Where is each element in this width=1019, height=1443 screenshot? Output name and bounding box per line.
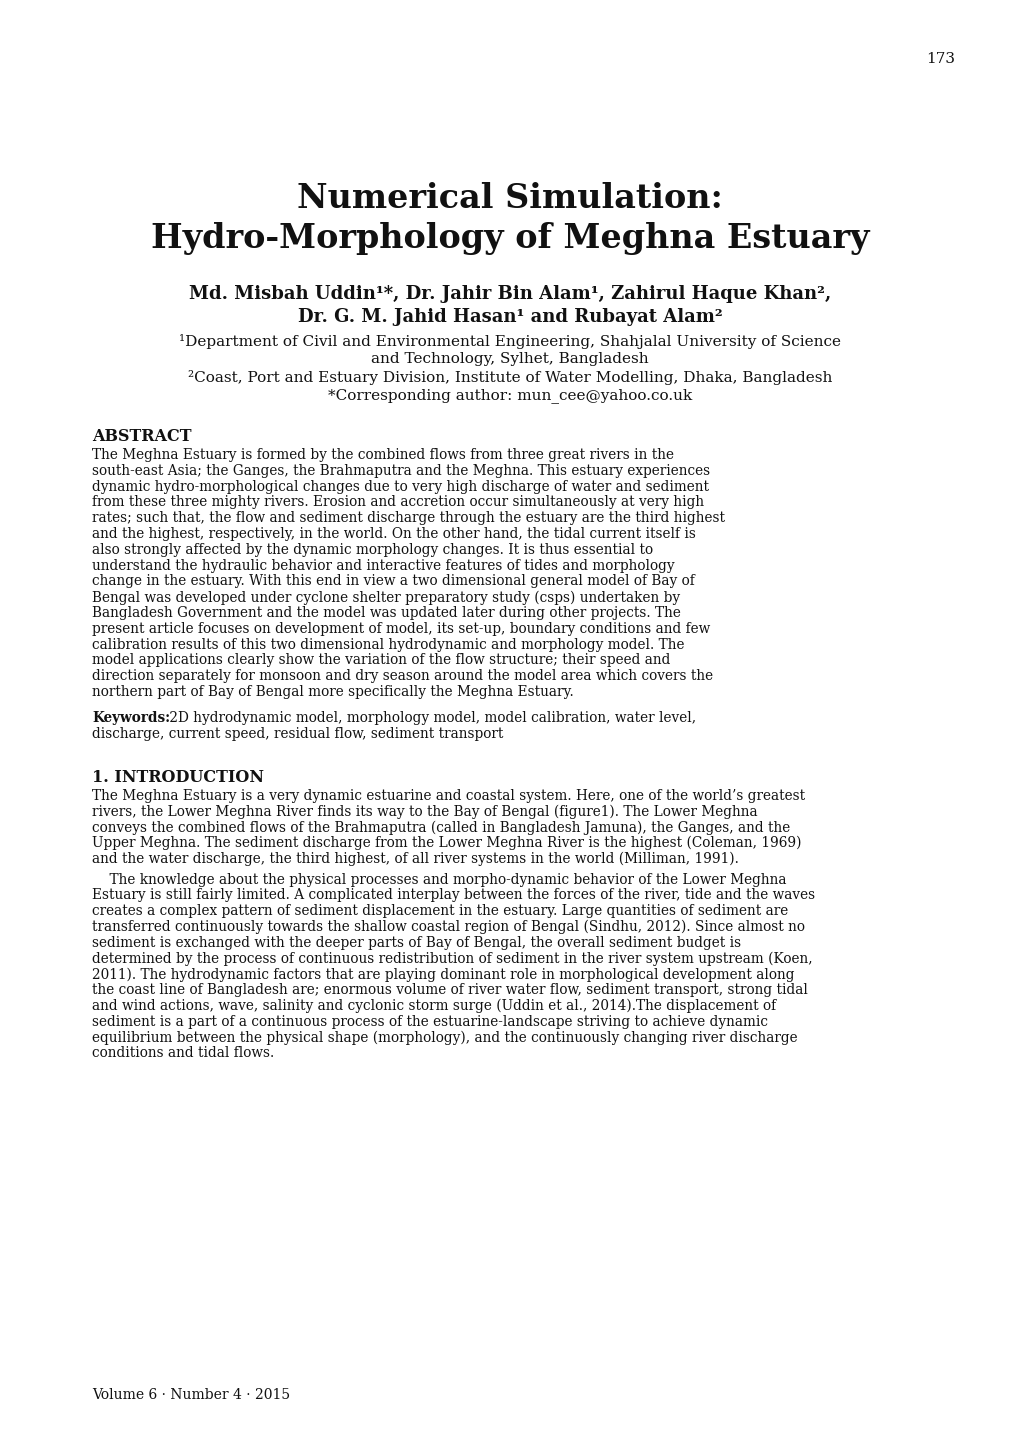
Text: The knowledge about the physical processes and morpho-dynamic behavior of the Lo: The knowledge about the physical process… — [92, 873, 786, 886]
Text: ABSTRACT: ABSTRACT — [92, 429, 192, 444]
Text: 2D hydrodynamic model, morphology model, model calibration, water level,: 2D hydrodynamic model, morphology model,… — [165, 711, 695, 724]
Text: transferred continuously towards the shallow coastal region of Bengal (Sindhu, 2: transferred continuously towards the sha… — [92, 921, 804, 935]
Text: Estuary is still fairly limited. A complicated interplay between the forces of t: Estuary is still fairly limited. A compl… — [92, 889, 814, 902]
Text: 2011). The hydrodynamic factors that are playing dominant role in morphological : 2011). The hydrodynamic factors that are… — [92, 967, 794, 981]
Text: discharge, current speed, residual flow, sediment transport: discharge, current speed, residual flow,… — [92, 727, 503, 740]
Text: rivers, the Lower Meghna River finds its way to the Bay of Bengal (figure1). The: rivers, the Lower Meghna River finds its… — [92, 804, 757, 818]
Text: Keywords:: Keywords: — [92, 711, 170, 724]
Text: 1. INTRODUCTION: 1. INTRODUCTION — [92, 769, 264, 785]
Text: dynamic hydro-morphological changes due to very high discharge of water and sedi: dynamic hydro-morphological changes due … — [92, 479, 708, 494]
Text: The Meghna Estuary is formed by the combined flows from three great rivers in th: The Meghna Estuary is formed by the comb… — [92, 447, 674, 462]
Text: and the highest, respectively, in the world. On the other hand, the tidal curren: and the highest, respectively, in the wo… — [92, 527, 695, 541]
Text: and wind actions, wave, salinity and cyclonic storm surge (Uddin et al., 2014).T: and wind actions, wave, salinity and cyc… — [92, 999, 775, 1013]
Text: and the water discharge, the third highest, of all river systems in the world (M: and the water discharge, the third highe… — [92, 851, 738, 866]
Text: and Technology, Sylhet, Bangladesh: and Technology, Sylhet, Bangladesh — [371, 352, 648, 367]
Text: equilibrium between the physical shape (morphology), and the continuously changi: equilibrium between the physical shape (… — [92, 1030, 797, 1045]
Text: Upper Meghna. The sediment discharge from the Lower Meghna River is the highest : Upper Meghna. The sediment discharge fro… — [92, 835, 801, 850]
Text: Numerical Simulation:: Numerical Simulation: — [297, 182, 722, 215]
Text: present article focuses on development of model, its set-up, boundary conditions: present article focuses on development o… — [92, 622, 709, 636]
Text: Md. Misbah Uddin¹*, Dr. Jahir Bin Alam¹, Zahirul Haque Khan²,: Md. Misbah Uddin¹*, Dr. Jahir Bin Alam¹,… — [189, 286, 830, 303]
Text: south-east Asia; the Ganges, the Brahmaputra and the Meghna. This estuary experi: south-east Asia; the Ganges, the Brahmap… — [92, 463, 709, 478]
Text: creates a complex pattern of sediment displacement in the estuary. Large quantit: creates a complex pattern of sediment di… — [92, 905, 788, 918]
Text: calibration results of this two dimensional hydrodynamic and morphology model. T: calibration results of this two dimensio… — [92, 638, 684, 652]
Text: sediment is a part of a continuous process of the estuarine-landscape striving t: sediment is a part of a continuous proce… — [92, 1014, 767, 1029]
Text: Bangladesh Government and the model was updated later during other projects. The: Bangladesh Government and the model was … — [92, 606, 681, 620]
Text: conveys the combined flows of the Brahmaputra (called in Bangladesh Jamuna), the: conveys the combined flows of the Brahma… — [92, 820, 790, 834]
Text: Volume 6 · Number 4 · 2015: Volume 6 · Number 4 · 2015 — [92, 1388, 289, 1403]
Text: 173: 173 — [925, 52, 954, 66]
Text: determined by the process of continuous redistribution of sediment in the river : determined by the process of continuous … — [92, 951, 812, 965]
Text: understand the hydraulic behavior and interactive features of tides and morpholo: understand the hydraulic behavior and in… — [92, 558, 674, 573]
Text: northern part of Bay of Bengal more specifically the Meghna Estuary.: northern part of Bay of Bengal more spec… — [92, 685, 574, 698]
Text: sediment is exchanged with the deeper parts of Bay of Bengal, the overall sedime: sediment is exchanged with the deeper pa… — [92, 937, 741, 949]
Text: direction separately for monsoon and dry season around the model area which cove: direction separately for monsoon and dry… — [92, 670, 712, 683]
Text: The Meghna Estuary is a very dynamic estuarine and coastal system. Here, one of : The Meghna Estuary is a very dynamic est… — [92, 789, 804, 802]
Text: ¹Department of Civil and Environmental Engineering, Shahjalal University of Scie: ¹Department of Civil and Environmental E… — [178, 333, 841, 349]
Text: change in the estuary. With this end in view a two dimensional general model of : change in the estuary. With this end in … — [92, 574, 694, 589]
Text: Bengal was developed under cyclone shelter preparatory study (csps) undertaken b: Bengal was developed under cyclone shelt… — [92, 590, 680, 605]
Text: the coast line of Bangladesh are; enormous volume of river water flow, sediment : the coast line of Bangladesh are; enormo… — [92, 983, 807, 997]
Text: Hydro-Morphology of Meghna Estuary: Hydro-Morphology of Meghna Estuary — [151, 222, 868, 255]
Text: Dr. G. M. Jahid Hasan¹ and Rubayat Alam²: Dr. G. M. Jahid Hasan¹ and Rubayat Alam² — [298, 307, 721, 326]
Text: conditions and tidal flows.: conditions and tidal flows. — [92, 1046, 274, 1061]
Text: rates; such that, the flow and sediment discharge through the estuary are the th: rates; such that, the flow and sediment … — [92, 511, 725, 525]
Text: from these three mighty rivers. Erosion and accretion occur simultaneously at ve: from these three mighty rivers. Erosion … — [92, 495, 703, 509]
Text: ²Coast, Port and Estuary Division, Institute of Water Modelling, Dhaka, Banglade: ²Coast, Port and Estuary Division, Insti… — [187, 369, 832, 385]
Text: model applications clearly show the variation of the flow structure; their speed: model applications clearly show the vari… — [92, 654, 669, 668]
Text: *Corresponding author: mun_cee@yahoo.co.uk: *Corresponding author: mun_cee@yahoo.co.… — [327, 388, 692, 403]
Text: also strongly affected by the dynamic morphology changes. It is thus essential t: also strongly affected by the dynamic mo… — [92, 543, 652, 557]
